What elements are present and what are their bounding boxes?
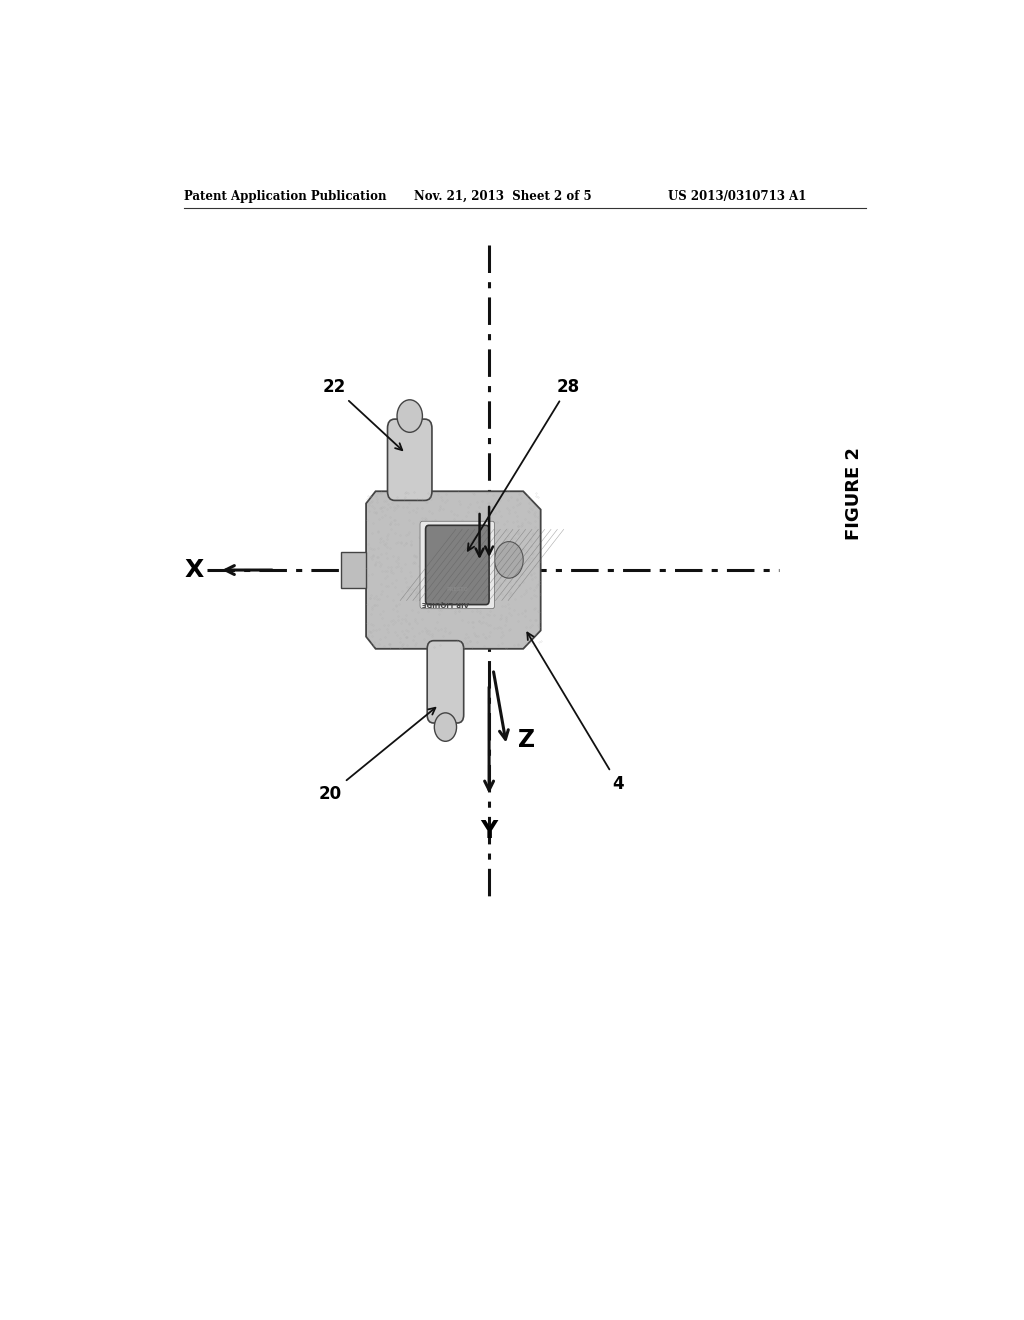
- FancyBboxPatch shape: [420, 521, 495, 609]
- Text: Z: Z: [518, 729, 536, 752]
- FancyBboxPatch shape: [387, 420, 432, 500]
- Text: PRESTO: PRESTO: [446, 587, 468, 593]
- Text: FIGURE 2: FIGURE 2: [845, 447, 863, 540]
- FancyBboxPatch shape: [426, 525, 489, 605]
- Text: Y: Y: [480, 818, 498, 842]
- Text: US 2013/0310713 A1: US 2013/0310713 A1: [668, 190, 806, 202]
- Polygon shape: [341, 552, 367, 589]
- Circle shape: [434, 713, 457, 742]
- Text: 22: 22: [323, 378, 402, 450]
- Polygon shape: [367, 491, 541, 649]
- Text: Nov. 21, 2013  Sheet 2 of 5: Nov. 21, 2013 Sheet 2 of 5: [414, 190, 591, 202]
- Text: 20: 20: [318, 708, 435, 803]
- Circle shape: [397, 400, 423, 433]
- Text: X: X: [184, 558, 204, 582]
- Text: 28: 28: [468, 378, 580, 550]
- FancyBboxPatch shape: [427, 640, 464, 723]
- Circle shape: [495, 541, 523, 578]
- Text: AIR LIQUIDE: AIR LIQUIDE: [422, 599, 469, 606]
- Text: Patent Application Publication: Patent Application Publication: [183, 190, 386, 202]
- Text: 4: 4: [527, 632, 624, 792]
